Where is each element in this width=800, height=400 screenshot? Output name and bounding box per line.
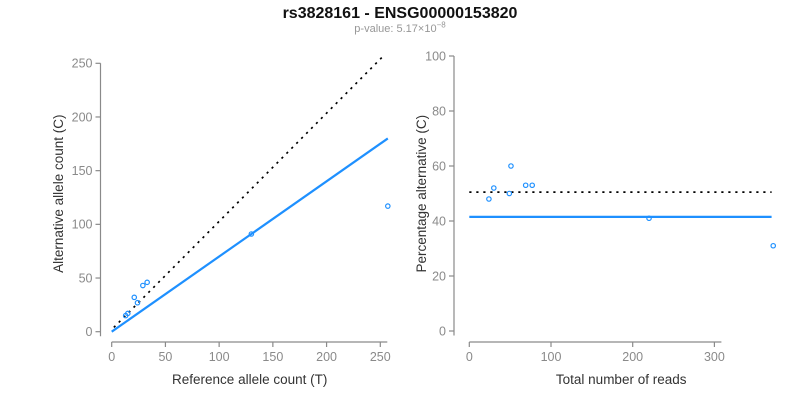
y-tick-label: 0	[439, 324, 446, 338]
x-tick-label: 150	[262, 350, 283, 364]
y-axis-title: Alternative allele count (C)	[51, 115, 66, 273]
y-tick-label: 100	[425, 49, 446, 63]
data-point	[140, 282, 146, 289]
data-point	[508, 163, 514, 169]
y-tick-label: 40	[432, 214, 446, 228]
x-tick-label: 0	[108, 350, 115, 364]
data-point	[385, 203, 391, 209]
data-point	[248, 231, 255, 237]
x-tick-label: 50	[158, 350, 172, 364]
figure-title: rs3828161 - ENSG00000153820	[282, 5, 518, 22]
y-tick-label: 250	[72, 57, 93, 71]
p-value-text: p-value: 5.17×10	[354, 23, 437, 35]
p-value-exponent: −8	[436, 20, 446, 30]
y-tick-label: 60	[432, 159, 446, 173]
y-tick-label: 80	[432, 104, 446, 118]
x-tick-label: 200	[622, 350, 643, 364]
identity-line	[113, 54, 386, 329]
x-tick-label: 200	[316, 350, 337, 364]
y-tick-label: 200	[72, 110, 93, 124]
x-tick-label: 250	[370, 350, 391, 364]
y-tick-label: 20	[432, 269, 446, 283]
data-point	[125, 310, 131, 317]
figure-subtitle: p-value: 5.17×10−8	[0, 20, 800, 35]
data-point	[529, 182, 536, 189]
data-point	[522, 182, 529, 189]
x-axis-title: Reference allele count (T)	[172, 372, 327, 387]
y-tick-label: 150	[72, 164, 93, 178]
x-tick-label: 300	[704, 350, 725, 364]
y-axis-title: Percentage alternative (C)	[414, 115, 429, 273]
y-tick-label: 50	[79, 271, 93, 285]
data-point	[134, 299, 141, 306]
data-point	[144, 279, 150, 286]
x-tick-label: 0	[466, 350, 473, 364]
x-tick-label: 100	[541, 350, 562, 364]
data-point	[131, 294, 138, 301]
x-tick-label: 100	[209, 350, 230, 364]
data-point	[506, 190, 513, 197]
y-tick-label: 0	[86, 325, 93, 339]
data-point	[486, 196, 492, 202]
data-point	[646, 215, 652, 222]
data-point	[491, 185, 497, 191]
x-axis-title: Total number of reads	[556, 372, 687, 387]
data-point	[770, 242, 777, 249]
y-tick-label: 100	[72, 218, 93, 232]
